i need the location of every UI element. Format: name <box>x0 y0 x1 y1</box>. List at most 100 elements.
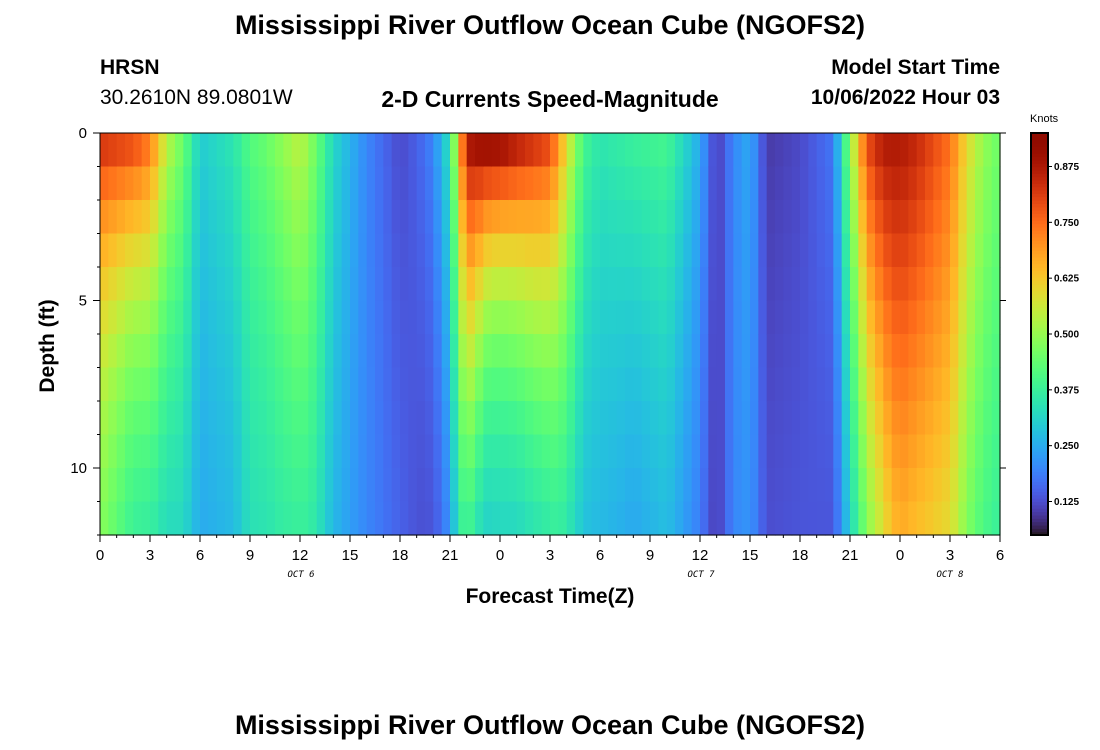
heatmap-cell <box>833 200 843 235</box>
heatmap-cell <box>808 166 818 201</box>
heatmap-cell <box>933 133 943 168</box>
heatmap-cell <box>566 434 576 469</box>
heatmap-cell <box>366 200 376 235</box>
colorbar-swatch <box>1031 508 1048 513</box>
heatmap-cell <box>850 401 859 436</box>
heatmap-cell <box>783 166 793 201</box>
heatmap-cell <box>333 233 343 268</box>
heatmap-cell <box>116 233 126 268</box>
heatmap-cell <box>616 166 626 201</box>
heatmap-cell <box>658 200 668 235</box>
heatmap-cell <box>691 468 701 503</box>
heatmap-cell <box>758 367 768 402</box>
heatmap-cell <box>175 401 184 436</box>
heatmap-cell <box>175 233 184 268</box>
heatmap-cell <box>775 434 784 469</box>
colorbar-swatch <box>1031 478 1048 482</box>
colorbar-swatch <box>1031 364 1048 369</box>
heatmap-cell <box>758 501 768 536</box>
heatmap-cell <box>483 334 493 369</box>
colorbar-swatch <box>1031 528 1048 533</box>
heatmap-cell <box>425 133 434 168</box>
heatmap-cell <box>800 401 809 436</box>
heatmap-cell <box>200 300 209 335</box>
heatmap-cell <box>900 267 909 302</box>
heatmap-cell <box>666 200 676 235</box>
heatmap-cell <box>216 501 226 536</box>
heatmap-cell <box>166 267 176 302</box>
colorbar-swatch <box>1031 354 1048 359</box>
heatmap-cell <box>183 300 193 335</box>
heatmap-cell <box>416 334 426 369</box>
heatmap-cell <box>783 334 793 369</box>
heatmap-cell <box>225 133 234 168</box>
heatmap-cell <box>600 468 609 503</box>
heatmap-cell <box>316 200 326 235</box>
heatmap-cell <box>766 267 776 302</box>
heatmap-cell <box>733 468 743 503</box>
heatmap-cell <box>650 468 659 503</box>
heatmap-cell <box>916 434 926 469</box>
heatmap-cell <box>308 434 318 469</box>
heatmap-cell <box>391 166 401 201</box>
heatmap-cell <box>183 200 193 235</box>
heatmap-cell <box>225 267 234 302</box>
heatmap-cell <box>716 501 726 536</box>
heatmap-cell <box>133 166 143 201</box>
heatmap-cell <box>175 334 184 369</box>
heatmap-cell <box>825 133 834 168</box>
heatmap-cell <box>533 300 543 335</box>
heatmap-cell <box>775 200 784 235</box>
heatmap-cell <box>533 233 543 268</box>
heatmap-cell <box>866 166 876 201</box>
heatmap-cell <box>483 233 493 268</box>
heatmap-cell <box>808 267 818 302</box>
heatmap-cell <box>425 166 434 201</box>
heatmap-cell <box>591 200 601 235</box>
heatmap-cell <box>566 367 576 402</box>
heatmap-cell <box>891 267 901 302</box>
heatmap-cell <box>116 367 126 402</box>
heatmap-cell <box>100 166 109 201</box>
heatmap-cell <box>275 133 284 168</box>
colorbar-swatch <box>1031 233 1048 238</box>
heatmap-cell <box>241 267 251 302</box>
heatmap-cell <box>441 233 451 268</box>
heatmap-cell <box>566 300 576 335</box>
heatmap-cell <box>325 300 334 335</box>
heatmap-cell <box>708 401 718 436</box>
heatmap-cell <box>550 166 559 201</box>
heatmap-cell <box>500 501 509 536</box>
colorbar-swatch <box>1031 451 1048 456</box>
heatmap-cell <box>583 300 593 335</box>
heatmap-cell <box>600 501 609 536</box>
heatmap-cell <box>966 468 976 503</box>
heatmap-cell <box>625 468 634 503</box>
heatmap-cell <box>975 434 984 469</box>
heatmap-cell <box>641 401 651 436</box>
heatmap-cell <box>725 133 734 168</box>
heatmap-cell <box>141 367 151 402</box>
heatmap-cell <box>358 334 368 369</box>
heatmap-cell <box>591 334 601 369</box>
heatmap-cell <box>833 133 843 168</box>
heatmap-cell <box>150 334 159 369</box>
heatmap-cell <box>625 267 634 302</box>
colorbar-swatch <box>1031 310 1048 315</box>
heatmap-cell <box>516 501 526 536</box>
heatmap-cell <box>575 468 584 503</box>
x-tick-label: 9 <box>646 547 654 564</box>
heatmap-cell <box>516 233 526 268</box>
heatmap-cell <box>116 401 126 436</box>
heatmap-cell <box>758 200 768 235</box>
heatmap-cell <box>891 367 901 402</box>
heatmap-cell <box>208 233 218 268</box>
colorbar-swatch <box>1031 434 1048 439</box>
heatmap-cell <box>375 300 384 335</box>
heatmap-cell <box>991 267 1001 302</box>
heatmap-cell <box>200 200 209 235</box>
heatmap-cell <box>666 501 676 536</box>
colorbar-swatch <box>1031 504 1048 509</box>
colorbar-swatch <box>1031 494 1048 499</box>
heatmap-cell <box>508 434 518 469</box>
